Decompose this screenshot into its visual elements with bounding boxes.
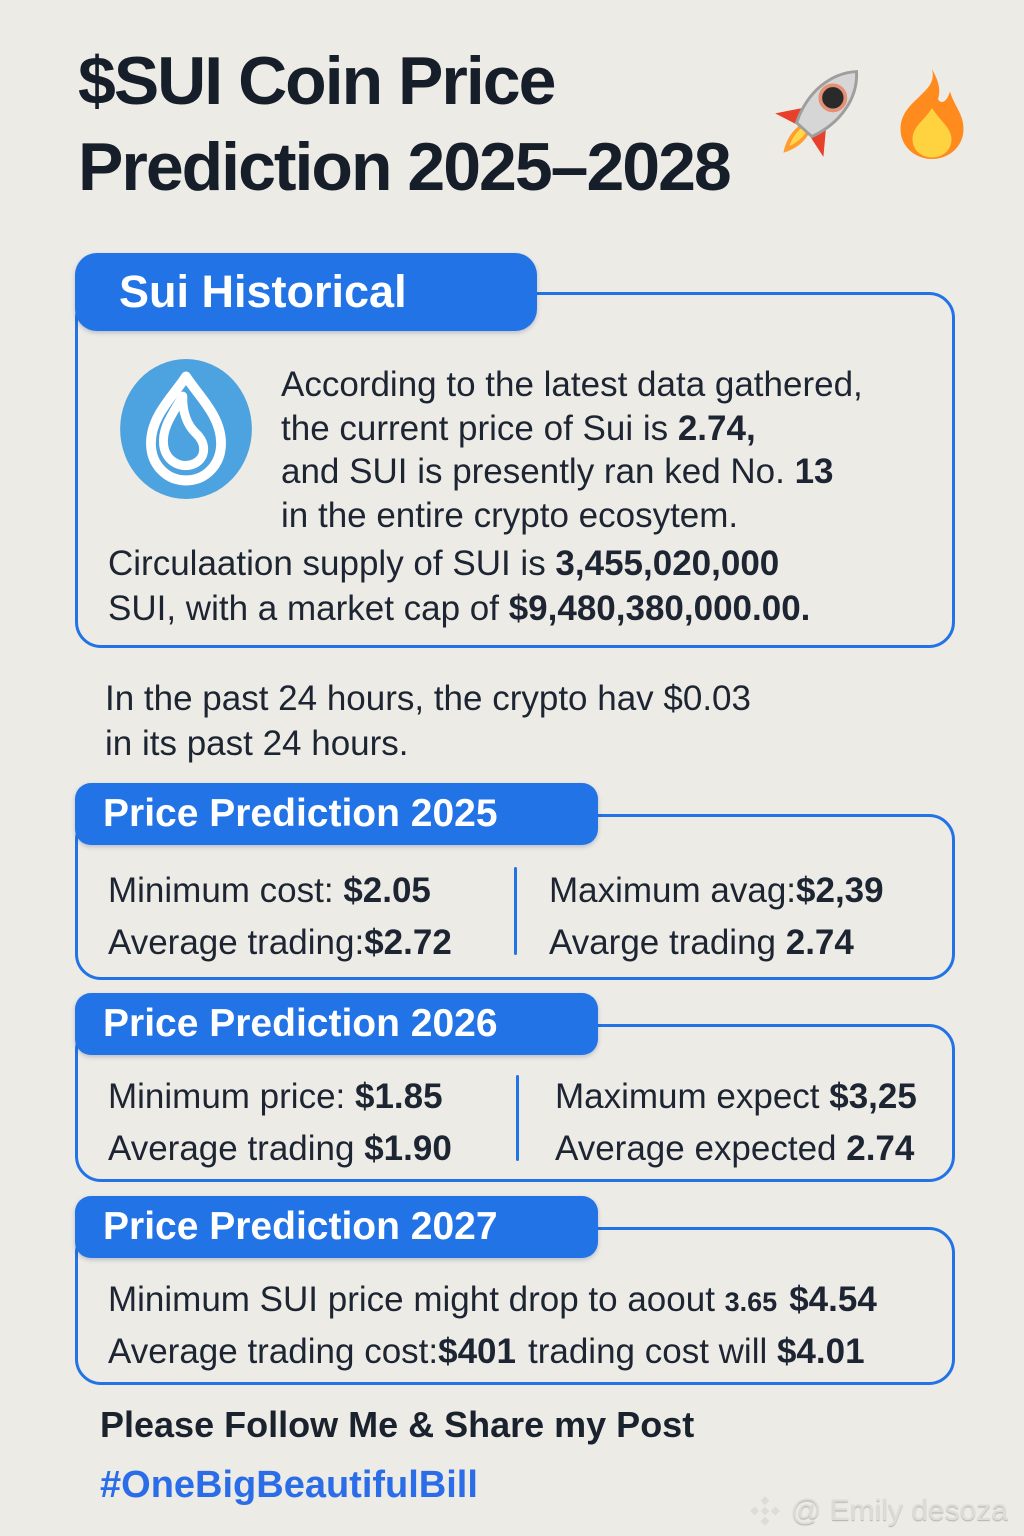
page-title-line2: Prediction 2025–2028 [78,129,732,205]
past-24h-note: In the past 24 hours, the crypto hav $0.… [105,676,751,766]
fire-icon [884,64,980,164]
page-title: $SUI Coin Price Prediction 2025–2028 [78,38,732,210]
historical-line: the current price of Sui is 2.74, [281,408,756,448]
historical-line: and SUI is presently ran ked No. 13 [281,452,834,491]
stat-row: Minimum price: $1.85 [108,1077,443,1116]
price-prediction-2025-card: Minimum cost: $2.05 Average trading:$2.7… [75,814,955,980]
follow-share-text: Please Follow Me & Share my Post [100,1404,695,1445]
rocket-icon [762,52,880,170]
watermark-text: @ Emily desoza [790,1494,1008,1527]
historical-line: SUI, with a market cap of $9,480,380,000… [108,589,811,628]
price-prediction-2027-badge-label: Price Prediction 2027 [103,1205,498,1248]
historical-line: in the entire crypto ecosytem. [281,495,739,535]
historical-line: According to the latest data gathered, [281,365,863,404]
historical-line: Circulaation supply of SUI is 3,455,020,… [108,544,780,583]
stat-row: Average expected 2.74 [555,1129,915,1168]
column-divider [514,867,517,955]
price-prediction-2025-badge: Price Prediction 2025 [75,783,598,845]
sui-historical-badge-label: Sui Historical [119,266,407,317]
watermark: @ Emily desoza [748,1494,1008,1528]
historical-paragraph-wide: Circulaation supply of SUI is 3,455,020,… [108,541,810,631]
stat-row: Average trading $1.90 [108,1129,452,1168]
watermark-diamond-icon [748,1494,782,1528]
price-prediction-2026-badge-label: Price Prediction 2026 [103,1002,498,1045]
page-title-line1: $SUI Coin Price [78,43,556,119]
stat-row: Average trading:$2.72 [108,923,452,962]
column-divider [516,1075,519,1161]
sui-historical-badge: Sui Historical [75,253,537,331]
hashtag-text: #OneBigBeautifulBill [100,1464,478,1506]
historical-paragraph-indented: According to the latest data gathered, t… [281,363,863,537]
past-24h-note-line2: in its past 24 hours. [105,724,409,763]
sui-historical-card: According to the latest data gathered, t… [75,292,955,648]
price-prediction-2026-badge: Price Prediction 2026 [75,993,598,1055]
past-24h-note-line1: In the past 24 hours, the crypto hav $0.… [105,679,751,718]
stat-row: Minimum cost: $2.05 [108,871,431,910]
sui-logo-icon [118,359,254,499]
price-prediction-2027-badge: Price Prediction 2027 [75,1196,598,1258]
stat-row: Maximum avag:$2,39 [549,871,884,910]
stat-row: Average trading cost:$401 trading cost wi… [108,1332,865,1371]
stat-row: Minimum SUI price might drop to aoout 3.… [108,1280,877,1319]
stat-row: Maximum expect $3,25 [555,1077,917,1116]
stat-row: Avarge trading 2.74 [549,923,854,962]
price-prediction-2025-badge-label: Price Prediction 2025 [103,792,498,835]
